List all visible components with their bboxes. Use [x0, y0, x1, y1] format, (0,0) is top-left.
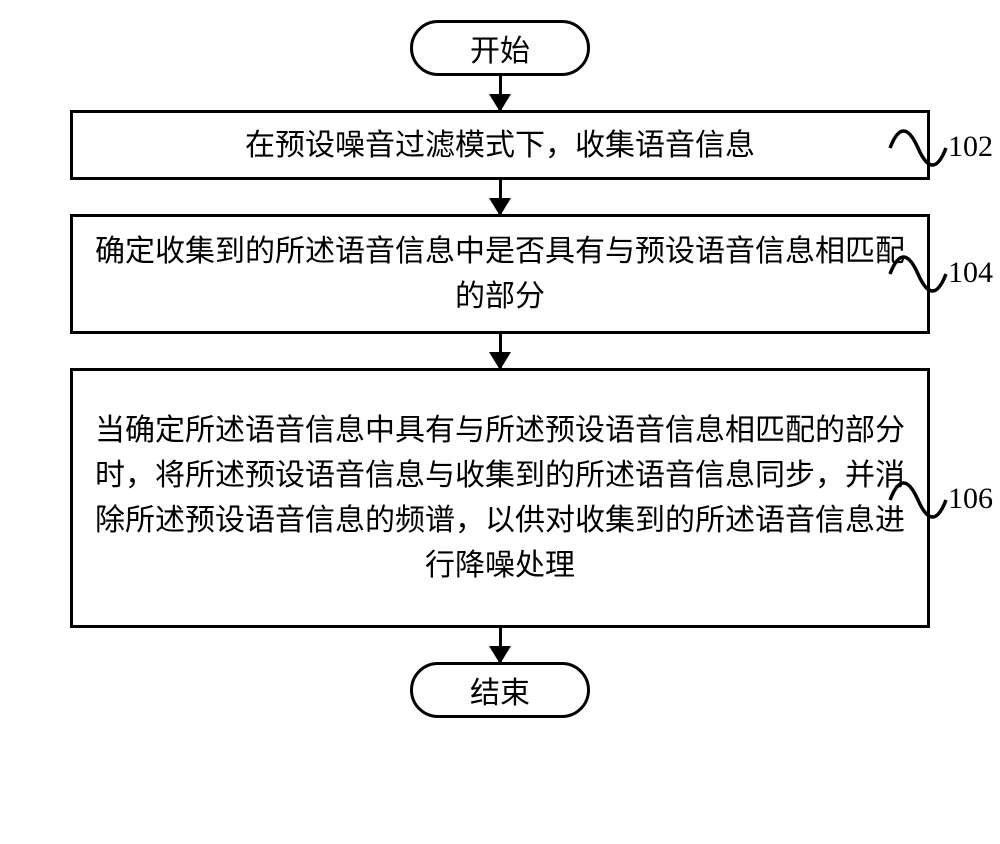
arrow-4	[499, 628, 502, 662]
flowchart-container: 开始 在预设噪音过滤模式下，收集语音信息 确定收集到的所述语音信息中是否具有与预…	[50, 20, 950, 718]
end-terminator: 结束	[410, 662, 590, 718]
start-label: 开始	[470, 26, 530, 70]
start-terminator: 开始	[410, 20, 590, 76]
step-102-text: 在预设噪音过滤模式下，收集语音信息	[245, 123, 755, 168]
step-label-104: 104	[948, 256, 993, 290]
arrow-3	[499, 334, 502, 368]
process-step-104: 确定收集到的所述语音信息中是否具有与预设语音信息相匹配的部分	[70, 214, 930, 334]
step-104-text: 确定收集到的所述语音信息中是否具有与预设语音信息相匹配的部分	[93, 229, 907, 319]
end-label: 结束	[470, 668, 530, 712]
process-step-106: 当确定所述语音信息中具有与所述预设语音信息相匹配的部分时，将所述预设语音信息与收…	[70, 368, 930, 628]
step-label-106: 106	[948, 482, 993, 516]
step-106-text: 当确定所述语音信息中具有与所述预设语音信息相匹配的部分时，将所述预设语音信息与收…	[93, 408, 907, 588]
arrow-2	[499, 180, 502, 214]
arrow-1	[499, 76, 502, 110]
step-label-102: 102	[948, 130, 993, 164]
process-step-102: 在预设噪音过滤模式下，收集语音信息	[70, 110, 930, 180]
